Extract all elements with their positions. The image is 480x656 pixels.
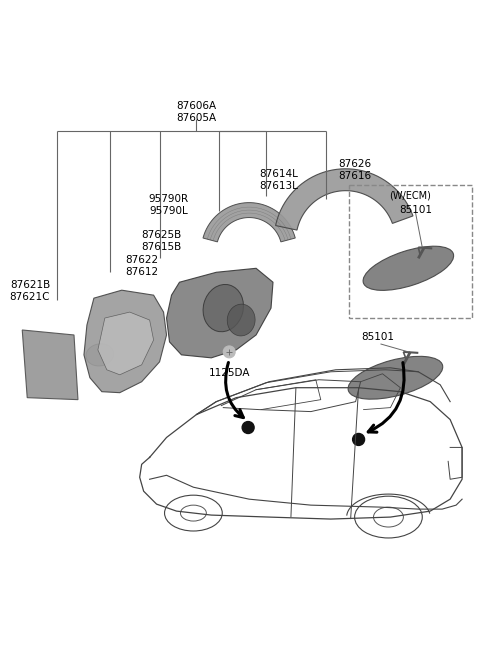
Ellipse shape (227, 304, 255, 336)
Polygon shape (276, 169, 413, 230)
Text: 87622: 87622 (126, 255, 159, 266)
Text: 1125DA: 1125DA (208, 368, 250, 378)
Circle shape (223, 346, 235, 358)
Ellipse shape (363, 246, 454, 291)
Polygon shape (98, 312, 154, 375)
Polygon shape (167, 268, 273, 358)
Text: 87621C: 87621C (10, 292, 50, 302)
Text: 87626: 87626 (339, 159, 372, 169)
Ellipse shape (86, 344, 114, 366)
Text: 87616: 87616 (339, 171, 372, 181)
Text: 87613L: 87613L (259, 180, 298, 191)
Text: 87621B: 87621B (10, 280, 50, 290)
Bar (348, 185, 472, 318)
Polygon shape (84, 290, 167, 393)
Text: 85101: 85101 (399, 205, 432, 215)
Ellipse shape (203, 285, 243, 332)
Circle shape (353, 434, 365, 445)
Ellipse shape (348, 356, 443, 399)
Text: 87615B: 87615B (142, 243, 182, 253)
Circle shape (242, 422, 254, 434)
Text: 87625B: 87625B (142, 230, 182, 241)
Text: (W/ECM): (W/ECM) (389, 191, 431, 201)
Text: 87606A: 87606A (176, 101, 216, 111)
Text: 87612: 87612 (126, 267, 159, 277)
Polygon shape (203, 203, 295, 242)
Text: 95790R: 95790R (148, 194, 189, 203)
Text: 87605A: 87605A (176, 113, 216, 123)
Text: 95790L: 95790L (150, 205, 189, 216)
Polygon shape (22, 330, 78, 400)
Text: 85101: 85101 (361, 332, 394, 342)
Text: 87614L: 87614L (259, 169, 298, 179)
